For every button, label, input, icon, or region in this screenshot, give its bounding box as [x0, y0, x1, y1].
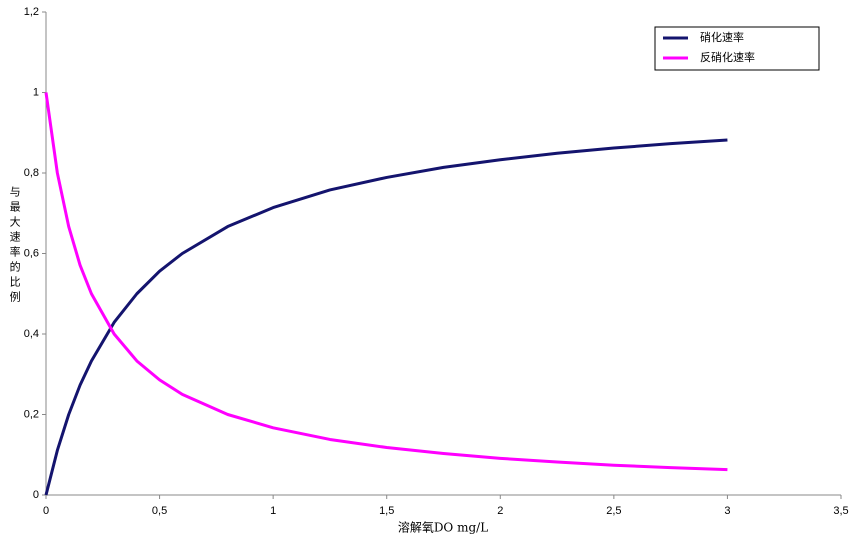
series-line: [44, 92, 728, 472]
y-tick-label: 0,6: [24, 247, 39, 259]
y-tick-label: 0: [33, 489, 39, 501]
x-tick-label: 3: [724, 505, 730, 517]
y-tick-label: 1,2: [24, 6, 39, 18]
x-tick-label: 1: [270, 505, 276, 517]
x-axis-title: 溶解氧DO mg/L: [398, 520, 488, 535]
x-tick-label: 0,5: [152, 505, 167, 517]
legend-label: 反硝化速率: [700, 50, 755, 64]
x-tick-label: 3,5: [833, 505, 848, 517]
legend-label: 硝化速率: [700, 30, 744, 44]
y-tick-label: 0,2: [24, 408, 39, 420]
y-axis-title: 与最大速率的比例: [8, 186, 21, 306]
x-tick-label: 2: [497, 505, 503, 517]
legend-box: [654, 26, 820, 71]
x-tick-label: 0: [43, 505, 49, 517]
y-tick-label: 1: [33, 86, 39, 98]
y-tick-label: 0,4: [24, 328, 39, 340]
series-line: [44, 138, 728, 496]
x-tick-label: 1,5: [379, 505, 394, 517]
x-tick-label: 2,5: [606, 505, 621, 517]
y-tick-label: 0,8: [24, 167, 39, 179]
